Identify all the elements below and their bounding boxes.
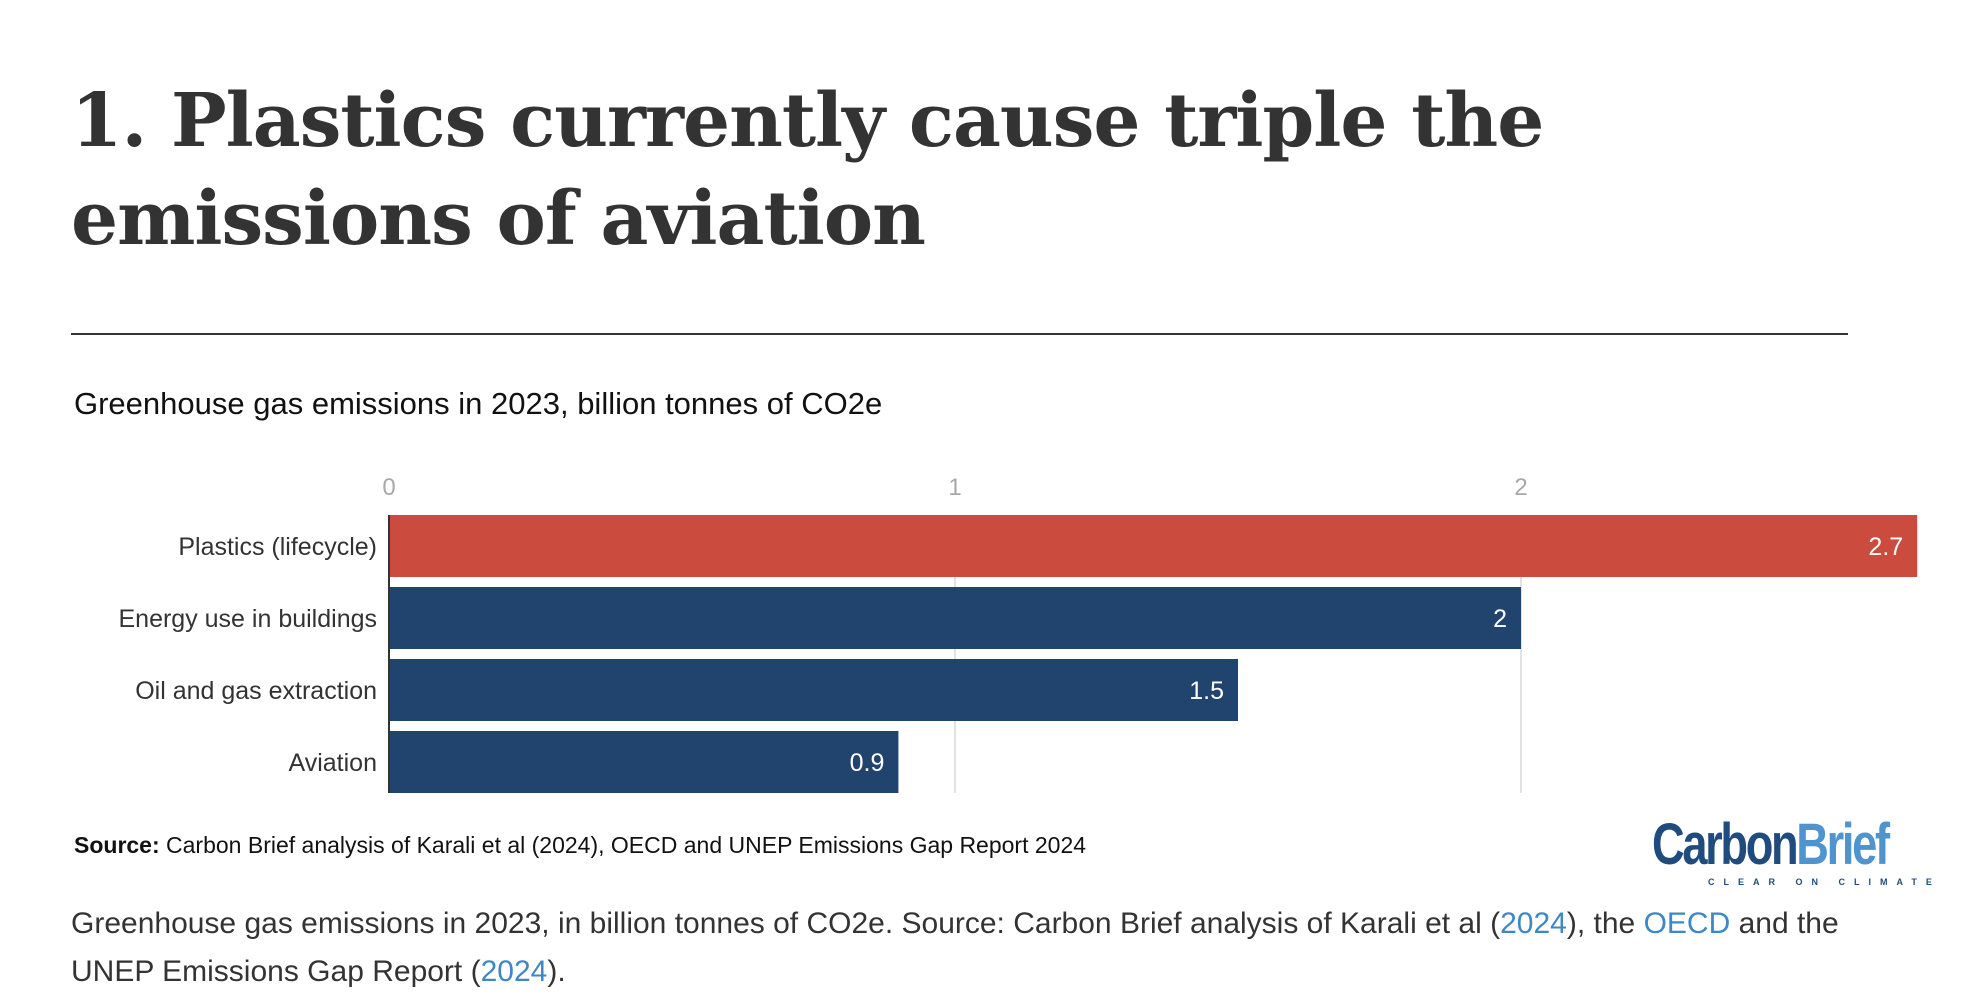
x-tick-label: 2 xyxy=(1514,474,1527,501)
unep-2024-link[interactable]: 2024 xyxy=(480,955,548,988)
source-label: Source: xyxy=(74,832,160,858)
chart-title: Greenhouse gas emissions in 2023, billio… xyxy=(74,386,883,421)
category-labels: Plastics (lifecycle) Energy use in buildi… xyxy=(119,533,378,777)
carbonbrief-logo[interactable]: CarbonBrief CLEAR ON CLIMATE xyxy=(1652,812,1932,890)
bar xyxy=(389,587,1521,649)
bar xyxy=(389,659,1238,721)
value-label: 0.9 xyxy=(850,749,885,777)
article-heading: 1. Plastics currently cause triple the e… xyxy=(71,78,1544,262)
category-label: Plastics (lifecycle) xyxy=(178,533,377,561)
value-label: 1.5 xyxy=(1189,677,1224,705)
x-tick-label: 1 xyxy=(948,474,961,501)
logo-wordmark: CarbonBrief xyxy=(1652,812,1890,877)
category-label: Energy use in buildings xyxy=(119,605,378,633)
chart-source: Source: Carbon Brief analysis of Karali … xyxy=(74,832,1086,859)
bar xyxy=(389,731,899,793)
category-label: Oil and gas extraction xyxy=(135,677,377,705)
category-label: Aviation xyxy=(289,749,378,777)
oecd-link[interactable]: OECD xyxy=(1643,907,1731,940)
bar-chart: 0 1 2 Plastics (lifecycle) Energy use in bu… xyxy=(119,474,1918,793)
bar xyxy=(389,515,1918,577)
x-axis-ticks: 0 1 2 xyxy=(382,474,1527,501)
logo-tagline: CLEAR ON CLIMATE xyxy=(1708,877,1941,887)
value-label: 2.7 xyxy=(1868,533,1903,561)
bars xyxy=(389,515,1918,793)
figure-caption: Greenhouse gas emissions in 2023, in bil… xyxy=(71,907,1839,988)
source-text: Carbon Brief analysis of Karali et al (2… xyxy=(159,832,1087,858)
heading-divider xyxy=(71,333,1848,335)
karali-2024-link[interactable]: 2024 xyxy=(1500,907,1567,940)
value-label: 2 xyxy=(1493,605,1507,633)
value-labels: 2.7 2 1.5 0.9 xyxy=(850,533,1904,777)
x-tick-label: 0 xyxy=(382,474,395,501)
